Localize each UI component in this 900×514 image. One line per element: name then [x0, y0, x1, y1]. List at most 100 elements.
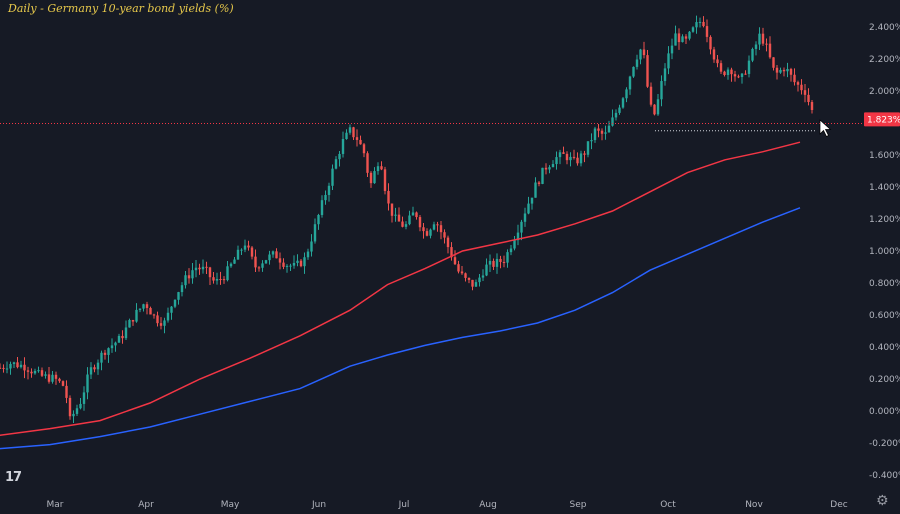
candle-body	[215, 278, 219, 281]
candle-body	[289, 265, 292, 267]
y-tick-label: 1.600%	[869, 151, 900, 161]
candle-body	[590, 140, 593, 142]
candle-body	[621, 98, 625, 108]
candle-body	[733, 74, 737, 77]
candle-body	[684, 36, 688, 39]
cursor-icon	[819, 119, 832, 137]
candle-body	[740, 73, 744, 78]
candle-body	[341, 139, 345, 154]
x-tick-label: Apr	[138, 500, 154, 510]
candle-body	[541, 167, 544, 184]
candle-body	[100, 352, 103, 363]
y-tick-label: 2.400%	[869, 23, 900, 33]
candle-body	[597, 128, 600, 131]
candle-body	[457, 264, 460, 272]
candle-body	[772, 57, 775, 68]
candle-body	[628, 76, 632, 90]
last-price-tag: 1.823%	[864, 112, 900, 127]
candle-body	[691, 27, 695, 32]
markers-layer	[0, 123, 862, 132]
candle-body	[292, 262, 296, 266]
candle-body	[681, 36, 684, 43]
candle-body	[58, 378, 61, 382]
candle-body	[82, 392, 86, 404]
candle-body	[306, 251, 310, 258]
candle-body	[310, 241, 313, 252]
y-tick-label: -0.400%	[869, 471, 900, 481]
candle-body	[180, 285, 184, 293]
candle-body	[698, 21, 702, 23]
candle-body	[418, 217, 422, 228]
y-tick-label: -0.200%	[869, 439, 900, 449]
candle-body	[366, 153, 369, 173]
candle-body	[338, 153, 341, 160]
candle-body	[530, 197, 534, 204]
candle-body	[51, 374, 54, 382]
candle-body	[436, 224, 439, 226]
candle-body	[551, 164, 555, 168]
candle-body	[156, 315, 159, 324]
gear-icon[interactable]: ⚙	[876, 493, 889, 509]
candle-body	[695, 22, 698, 28]
x-tick-label: Dec	[830, 500, 847, 510]
candle-body	[373, 171, 376, 184]
candle-body	[471, 279, 474, 287]
y-tick-label: 0.000%	[869, 407, 900, 417]
candle-body	[380, 166, 383, 170]
candle-body	[492, 260, 495, 267]
candle-body	[499, 258, 502, 262]
candle-body	[177, 292, 180, 300]
x-tick-label: Sep	[570, 500, 587, 510]
candle-body	[516, 232, 520, 241]
candle-body	[394, 214, 397, 216]
candle-body	[345, 132, 348, 140]
candle-body	[135, 309, 138, 322]
candle-body	[334, 159, 338, 169]
candle-body	[730, 69, 733, 75]
candle-body	[205, 266, 208, 268]
candle-body	[0, 367, 2, 369]
y-axis: 2.400%2.200%2.000%1.800%1.600%1.400%1.20…	[869, 23, 900, 481]
candle-body	[359, 139, 362, 145]
candle-body	[408, 215, 411, 225]
candle-body	[229, 263, 233, 267]
candle-body	[674, 33, 677, 46]
candle-body	[450, 247, 453, 258]
candle-body	[166, 312, 170, 321]
x-tick-label: May	[221, 500, 240, 510]
candle-body	[737, 76, 740, 78]
candle-body	[810, 102, 814, 110]
candle-body	[520, 221, 523, 233]
candle-body	[376, 166, 380, 172]
candle-body	[474, 282, 478, 287]
candle-body	[236, 249, 240, 260]
candle-body	[131, 320, 135, 322]
candle-body	[152, 314, 156, 316]
candle-body	[635, 59, 639, 67]
candle-body	[194, 267, 198, 271]
candle-body	[502, 261, 506, 263]
candle-body	[429, 229, 432, 236]
candle-body	[233, 259, 236, 264]
candle-body	[579, 153, 583, 164]
candle-body	[275, 251, 278, 259]
candle-body	[264, 260, 268, 264]
candle-body	[138, 308, 142, 310]
chart-title: Daily - Germany 10-year bond yields (%)	[8, 2, 234, 15]
candle-body	[677, 33, 681, 43]
x-tick-label: Nov	[745, 500, 763, 510]
candle-body	[404, 224, 408, 227]
candle-body	[285, 265, 289, 267]
candle-body	[523, 213, 527, 222]
candle-body	[716, 59, 719, 64]
x-tick-label: Oct	[660, 500, 676, 510]
candle-body	[93, 367, 96, 370]
x-tick-label: Jun	[311, 500, 326, 510]
tradingview-logo-icon: 17	[5, 470, 22, 485]
candle-body	[744, 73, 747, 75]
last-price-tag-bg	[864, 112, 900, 127]
candle-body	[12, 362, 16, 364]
candle-body	[663, 68, 667, 82]
